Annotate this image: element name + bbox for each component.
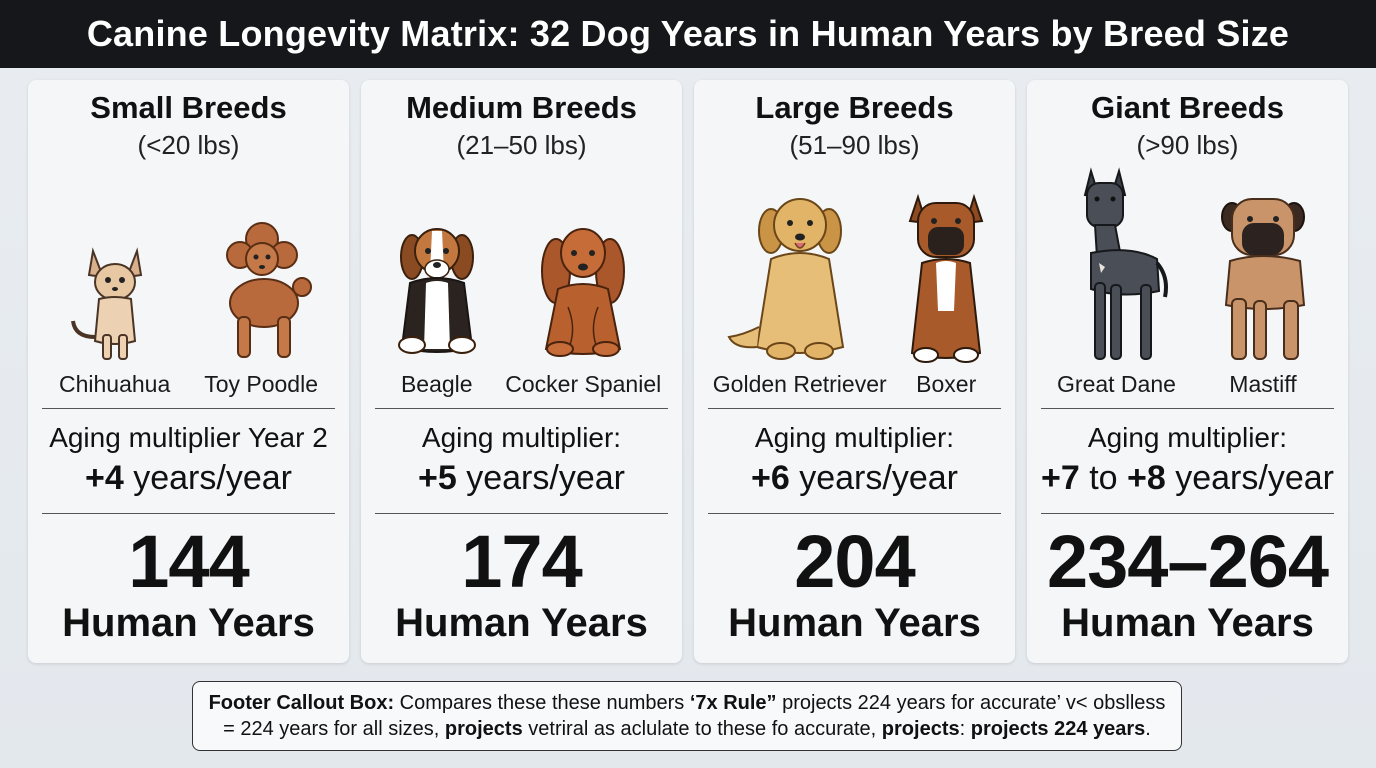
aging-multiplier: Aging multiplier: +6 years/year xyxy=(694,409,1015,513)
multiplier-label: Aging multiplier: xyxy=(754,422,955,453)
footer-rule: ‘7x Rule” xyxy=(689,692,777,714)
total-number: 174 xyxy=(461,520,582,603)
page-title: Canine Longevity Matrix: 32 Dog Years in… xyxy=(86,13,1290,54)
divider xyxy=(1041,513,1334,514)
footer-label: Footer Callout Box: xyxy=(208,692,395,714)
weight-range: (>90 lbs) xyxy=(1136,130,1239,160)
human-years-total: 144 Human Years xyxy=(28,514,349,646)
boxer-illustration xyxy=(908,193,984,363)
weight-range: (<20 lbs) xyxy=(137,130,240,160)
human-years-total: 234–264 Human Years xyxy=(1027,514,1348,646)
divider xyxy=(1041,408,1334,409)
dog-name: Chihuahua xyxy=(58,371,171,397)
footer-callout: Footer Callout Box: Compares these these… xyxy=(192,681,1182,751)
weight-range: (21–50 lbs) xyxy=(456,130,587,160)
aging-multiplier: Aging multiplier: +5 years/year xyxy=(361,409,682,513)
card-title: Small Breeds xyxy=(90,90,287,125)
cocker-spaniel-illustration xyxy=(541,228,626,357)
total-number: 204 xyxy=(794,520,915,603)
great-dane-illustration xyxy=(1084,167,1169,360)
dog-name: Toy Poodle xyxy=(204,371,318,397)
dog-name: Golden Retriever xyxy=(712,371,887,397)
card-large-breeds: Large Breeds (51–90 lbs) Golden Retrieve… xyxy=(694,80,1015,663)
multiplier-value: +6 years/year xyxy=(694,457,1015,499)
card-title: Large Breeds xyxy=(755,90,954,125)
human-years-total: 204 Human Years xyxy=(694,514,1015,646)
footer-bold: projects xyxy=(444,718,523,740)
multiplier-number: +7 xyxy=(1041,459,1080,497)
multiplier-value: +4 years/year xyxy=(28,457,349,499)
dog-golden-retriever: Golden Retriever xyxy=(713,187,887,398)
dog-cocker-spaniel: Cocker Spaniel xyxy=(505,217,661,398)
footer-text: Compares these these numbers xyxy=(394,692,690,714)
aging-multiplier: Aging multiplier Year 2 +4 years/year xyxy=(28,409,349,513)
card-giant-breeds: Giant Breeds (>90 lbs) Great D xyxy=(1027,80,1348,663)
divider xyxy=(42,408,335,409)
total-unit: Human Years xyxy=(62,601,315,645)
multiplier-unit: years/year xyxy=(1165,459,1334,497)
multiplier-value: +7 to +8 years/year xyxy=(1027,457,1348,499)
total-unit: Human Years xyxy=(395,601,648,645)
dog-great-dane: Great Dane xyxy=(1057,167,1176,398)
multiplier-unit: years/year xyxy=(456,459,625,497)
multiplier-value: +5 years/year xyxy=(361,457,682,499)
footer-text: vetriral as aclulate to these fo accurat… xyxy=(522,718,882,740)
dog-name: Great Dane xyxy=(1057,371,1176,397)
dog-name: Boxer xyxy=(916,371,977,397)
title-bar: Canine Longevity Matrix: 32 Dog Years in… xyxy=(0,0,1376,68)
breed-cards: Small Breeds (<20 lbs) Chihuahua xyxy=(28,80,1348,663)
multiplier-label: Aging multiplier: xyxy=(421,422,622,453)
mastiff-illustration xyxy=(1220,198,1306,360)
multiplier-between: to xyxy=(1079,459,1128,497)
total-number: 234–264 xyxy=(1046,520,1329,603)
footer-bold: projects 224 years xyxy=(970,718,1146,740)
dog-mastiff: Mastiff xyxy=(1208,187,1318,398)
dog-name: Cocker Spaniel xyxy=(505,371,662,397)
multiplier-unit: years/year xyxy=(789,459,958,497)
dog-name: Mastiff xyxy=(1229,371,1297,397)
human-years-total: 174 Human Years xyxy=(361,514,682,646)
multiplier-number: +6 xyxy=(751,459,790,497)
divider xyxy=(375,513,668,514)
dog-chihuahua: Chihuahua xyxy=(59,237,170,398)
dog-boxer: Boxer xyxy=(896,187,996,398)
weight-range: (51–90 lbs) xyxy=(789,130,920,160)
divider xyxy=(708,408,1001,409)
total-unit: Human Years xyxy=(1061,601,1314,645)
total-unit: Human Years xyxy=(728,601,981,645)
divider xyxy=(708,513,1001,514)
multiplier-unit: years/year xyxy=(123,459,292,497)
beagle-illustration xyxy=(397,228,476,354)
divider xyxy=(375,408,668,409)
card-title: Giant Breeds xyxy=(1091,90,1284,125)
card-medium-breeds: Medium Breeds (21–50 lbs) Beag xyxy=(361,80,682,663)
card-small-breeds: Small Breeds (<20 lbs) Chihuahua xyxy=(28,80,349,663)
toy-poodle-illustration xyxy=(226,222,313,358)
dog-name: Beagle xyxy=(400,371,473,397)
multiplier-number: +5 xyxy=(418,459,457,497)
golden-retriever-illustration xyxy=(727,198,844,360)
multiplier-label: Aging multiplier: xyxy=(1087,422,1288,453)
card-title: Medium Breeds xyxy=(406,90,637,125)
chihuahua-illustration xyxy=(70,247,142,360)
divider xyxy=(42,513,335,514)
multiplier-label: Aging multiplier Year 2 xyxy=(49,422,328,453)
footer-text: projects 224 years for accurate’ v< obsl… xyxy=(223,692,1166,740)
footer-bold: projects xyxy=(881,718,960,740)
multiplier-number-2: +8 xyxy=(1127,459,1166,497)
dog-beagle: Beagle xyxy=(382,217,492,398)
multiplier-number: +4 xyxy=(85,459,124,497)
total-number: 144 xyxy=(128,520,249,603)
footer-text: . xyxy=(1145,718,1151,740)
dog-toy-poodle: Toy Poodle xyxy=(204,217,318,398)
aging-multiplier: Aging multiplier: +7 to +8 years/year xyxy=(1027,409,1348,513)
footer-text: : xyxy=(959,718,971,740)
